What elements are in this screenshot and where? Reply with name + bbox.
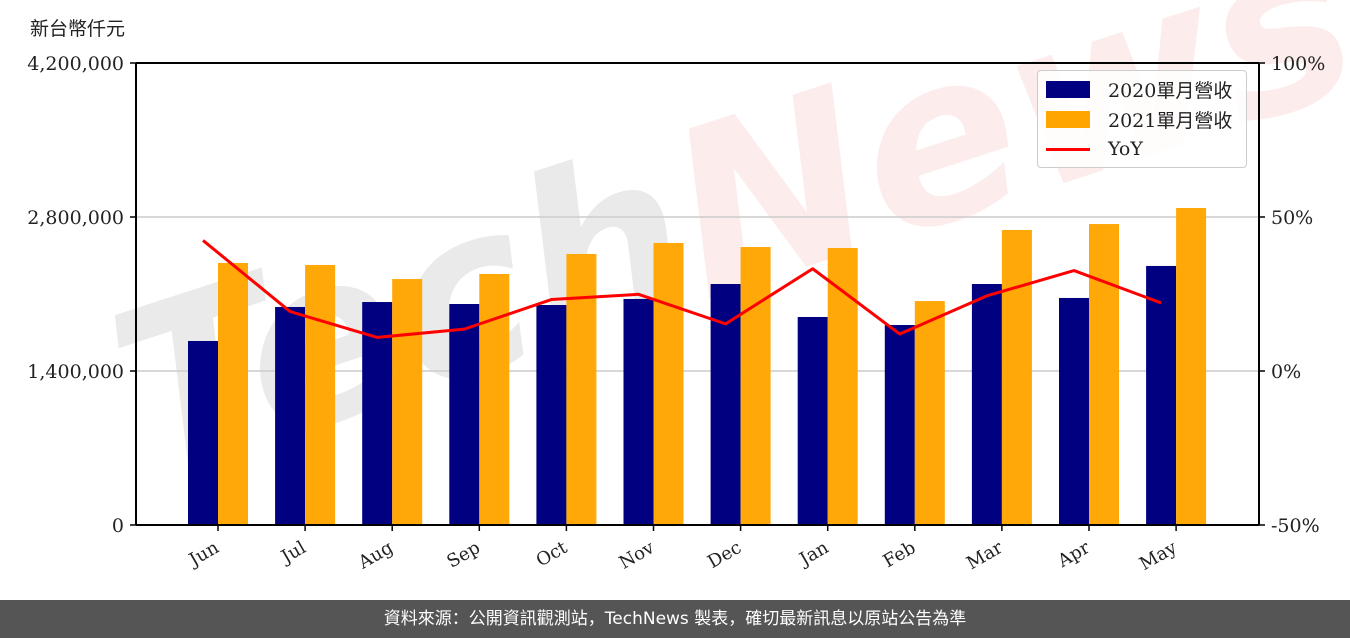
bar-2021 [305, 264, 336, 525]
bar-2020 [275, 306, 306, 525]
legend-label-yoy: YoY [1108, 138, 1143, 160]
y-tick-label: 4,200,000 [27, 53, 124, 75]
x-axis-ticks: Jun Jul Aug Sep Oct Nov Dec Jan Feb Mar Apr May [184, 525, 1181, 575]
legend-item-2020: 2020單月營收 [1046, 77, 1233, 102]
bar-2021 [1001, 229, 1032, 526]
yoy-polyline [202, 239, 1162, 339]
bar-2020 [536, 305, 567, 525]
x-tick-label: Jul [276, 537, 310, 569]
x-tick-label: Aug [354, 537, 397, 574]
bar-2021 [827, 248, 858, 525]
right-axis-ticks: -50% 0% 50% 100% [1259, 53, 1325, 537]
x-tick-label: Apr [1053, 537, 1093, 572]
bar-2021 [566, 253, 597, 525]
bar-2020 [797, 316, 828, 525]
bar-2021 [1089, 224, 1119, 526]
bar-2020 [449, 304, 480, 525]
bar-2021 [218, 262, 248, 525]
bar-2020 [971, 283, 1002, 525]
x-tick-label: Sep [443, 537, 483, 572]
bar-2021 [653, 242, 684, 525]
legend-item-yoy: YoY [1046, 137, 1143, 161]
bar-2020 [362, 302, 393, 525]
legend-label-2020: 2020單月營收 [1108, 79, 1233, 102]
x-tick-label: Nov [616, 537, 659, 574]
y-tick-label: 0 [112, 515, 124, 537]
bar-2021 [1176, 207, 1207, 526]
legend-swatch-2021 [1046, 110, 1090, 128]
x-tick-label: Jan [794, 537, 832, 571]
y-tick-label: 1,400,000 [27, 361, 124, 383]
left-axis-ticks: 0 1,400,000 2,800,000 4,200,000 [27, 53, 136, 537]
x-tick-label: Feb [880, 537, 920, 572]
bar-2020 [188, 340, 218, 525]
legend-item-2021: 2021單月營收 [1046, 107, 1233, 132]
bar-2020 [1059, 297, 1089, 525]
y2-tick-label: 0% [1271, 361, 1301, 383]
y2-tick-label: 100% [1271, 53, 1325, 75]
y-axis-unit-label: 新台幣仟元 [30, 18, 126, 40]
axes [135, 62, 1260, 526]
x-tick-label: May [1136, 537, 1181, 575]
x-tick-label: Jun [184, 537, 223, 572]
bar-2021 [740, 247, 771, 525]
y-tick-label: 2,800,000 [27, 207, 124, 229]
x-tick-label: Oct [533, 537, 572, 572]
source-footer: 資料來源：公開資訊觀測站，TechNews 製表，確切最新訊息以原站公告為準 [0, 600, 1350, 638]
bar-2021 [479, 273, 510, 525]
y2-tick-label: -50% [1271, 515, 1320, 537]
x-tick-label: Dec [704, 537, 745, 573]
legend-label-2021: 2021單月營收 [1108, 109, 1233, 132]
y2-tick-label: 50% [1271, 207, 1313, 229]
bars [188, 207, 1207, 526]
legend-line-yoy [1046, 147, 1090, 151]
legend-swatch-2020 [1046, 80, 1090, 98]
bar-2021 [392, 279, 423, 525]
bar-2020 [1146, 265, 1177, 525]
yoy-line [202, 239, 1162, 339]
bar-2020 [884, 325, 915, 525]
bar-2021 [914, 301, 945, 525]
x-tick-label: Mar [963, 537, 1007, 574]
legend: 2020單月營收 2021單月營收 YoY [1037, 70, 1247, 168]
bar-2020 [623, 298, 654, 525]
